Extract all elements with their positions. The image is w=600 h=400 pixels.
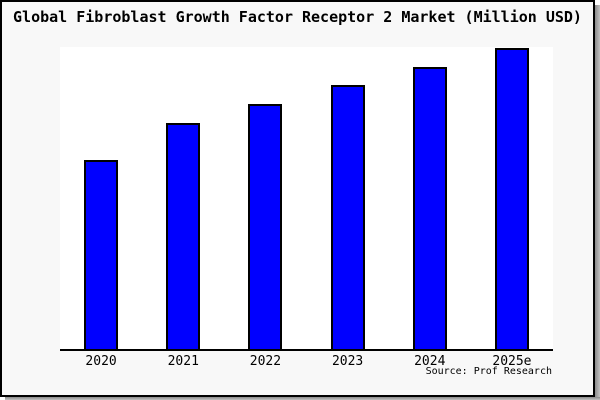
- bar-slot-2020: [60, 47, 142, 349]
- bars-container: [60, 47, 553, 349]
- bar-2024: [412, 67, 447, 349]
- bar-slot-2021: [142, 47, 224, 349]
- bar-2022: [248, 104, 283, 349]
- plot-area: [60, 47, 553, 351]
- source-note: Source: Prof Research: [425, 366, 552, 377]
- bar-2025e: [494, 48, 529, 349]
- x-axis-label-2025e: 2025e: [492, 354, 532, 369]
- bar-slot-2024: [389, 47, 471, 349]
- bar-slot-2023: [307, 47, 389, 349]
- bar-2021: [166, 123, 201, 349]
- x-axis-label-2022: 2022: [249, 354, 282, 369]
- bar-slot-2022: [224, 47, 306, 349]
- frame-shadow-bottom: [5, 397, 600, 400]
- bar-2023: [330, 85, 365, 349]
- x-axis-label-2023: 2023: [331, 354, 364, 369]
- x-axis-label-2024: 2024: [414, 354, 446, 369]
- bar-slot-2025e: [471, 47, 553, 349]
- x-axis-labels: 2020 2021 2022 2023 2024 2025e: [60, 354, 553, 369]
- frame-shadow-right: [595, 5, 600, 400]
- x-axis-label-2021: 2021: [167, 354, 199, 369]
- chart-title: Global Fibroblast Growth Factor Receptor…: [13, 8, 582, 26]
- bar-2020: [84, 160, 119, 349]
- x-axis-label-2020: 2020: [85, 354, 117, 369]
